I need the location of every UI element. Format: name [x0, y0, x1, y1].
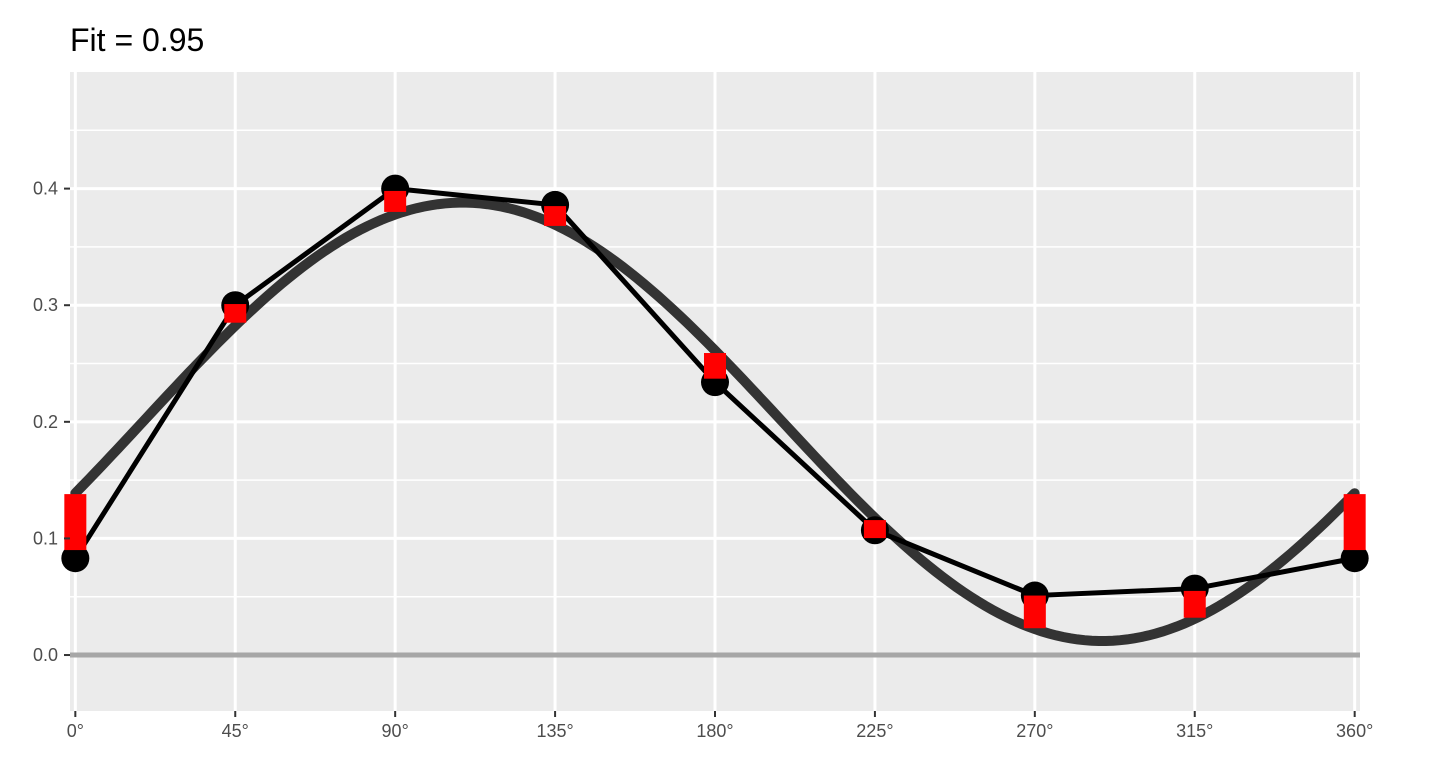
x-tick-label: 45°: [222, 721, 249, 741]
predicted-marker: [224, 304, 247, 323]
x-tick-label: 360°: [1336, 721, 1373, 741]
x-tick-label: 315°: [1176, 721, 1213, 741]
x-tick-label: 180°: [696, 721, 733, 741]
y-tick-label: 0.1: [33, 528, 58, 548]
predicted-marker: [544, 206, 567, 226]
fitted-curve: [70, 197, 1360, 646]
x-tick-label: 225°: [856, 721, 893, 741]
predicted-marker: [64, 494, 87, 551]
y-axis: 0.0 0.1 0.2 0.3 0.4: [33, 179, 70, 665]
observed-point: [1340, 544, 1369, 573]
x-tick-label: 0°: [67, 721, 84, 741]
x-tick-label: 135°: [536, 721, 573, 741]
x-tick-label: 270°: [1016, 721, 1053, 741]
y-tick-label: 0.0: [33, 645, 58, 665]
predicted-marker: [1343, 494, 1366, 551]
y-tick-label: 0.4: [33, 179, 58, 199]
predicted-marker: [1023, 595, 1046, 629]
x-axis: 0° 45° 90° 135° 180° 225° 270° 315° 360°: [67, 711, 1373, 741]
y-tick-label: 0.3: [33, 295, 58, 315]
predicted-marker: [1183, 590, 1206, 618]
predicted-marker: [704, 353, 726, 379]
predicted-marker: [384, 190, 407, 212]
y-tick-label: 0.2: [33, 412, 58, 432]
x-tick-label: 90°: [382, 721, 409, 741]
observed-point: [61, 544, 90, 573]
predicted-marker: [863, 520, 886, 539]
chart-title: Fit = 0.95: [70, 22, 205, 58]
predicted-markers: [64, 190, 1366, 629]
